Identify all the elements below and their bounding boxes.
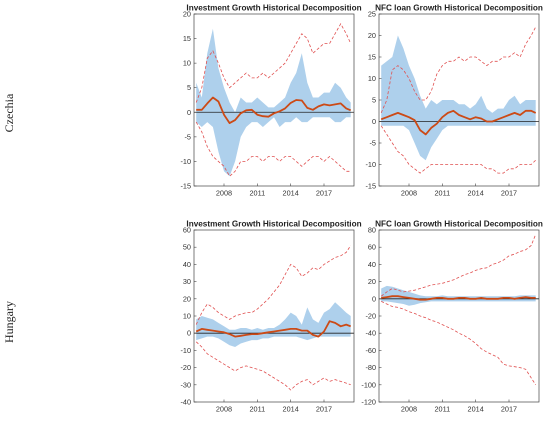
y-tick-label: 20 [183, 294, 191, 303]
y-tick-label: -40 [365, 329, 376, 338]
x-tick-label: 2014 [283, 405, 299, 414]
y-tick-label: 25 [368, 10, 376, 19]
y-tick-label: -30 [180, 380, 191, 389]
y-tick-label: 10 [183, 312, 191, 321]
plot-frame [193, 13, 355, 187]
y-tick-label: 0 [372, 294, 376, 303]
y-tick-label: 15 [183, 34, 191, 43]
y-tick-label: -40 [180, 398, 191, 407]
y-tick-label: -100 [361, 380, 376, 389]
lower-bound-line [195, 341, 351, 391]
y-tick-label: -60 [365, 346, 376, 355]
y-tick-label: 20 [183, 10, 191, 19]
x-tick-label: 2017 [501, 405, 517, 414]
chart-title: NFC loan Growth Historical Decomposition [375, 4, 543, 13]
y-tick-label: 60 [183, 226, 191, 235]
y-tick-label: 80 [368, 226, 376, 235]
y-tick-label: -5 [185, 132, 192, 141]
x-tick-label: 2008 [401, 405, 417, 414]
x-tick-label: 2011 [249, 405, 265, 414]
x-tick-label: 2017 [316, 189, 332, 198]
x-tick-label: 2011 [249, 189, 265, 198]
y-tick-label: 60 [368, 243, 376, 252]
row-label-czechia: Czechia [2, 93, 16, 132]
median-line [195, 320, 352, 338]
y-tick-label: -20 [365, 312, 376, 321]
y-tick-label: 0 [187, 108, 191, 117]
y-tick-label: 0 [187, 329, 191, 338]
chart-title: Investment Growth Historical Decompositi… [186, 220, 361, 229]
y-tick-label: 10 [183, 59, 191, 68]
chart-panel-2: -15 -10 -5 0 5 10 15 20 25 2008 2011 2014 2017 NFC lo… [365, 4, 542, 198]
row-label-hungary: Hungary [2, 301, 16, 343]
y-tick-label: -15 [180, 182, 191, 191]
contribution-band-area [196, 28, 351, 177]
y-tick-label: -80 [365, 363, 376, 372]
x-tick-label: 2017 [501, 189, 517, 198]
median-line [196, 96, 352, 124]
lower-bound-line [380, 125, 536, 174]
median-line [380, 109, 537, 136]
chart-title: Investment Growth Historical Decompositi… [186, 4, 361, 13]
x-tick-label: 2008 [401, 189, 417, 198]
y-tick-label: 50 [183, 243, 191, 252]
x-tick-label: 2008 [216, 405, 232, 414]
y-tick-label: 0 [372, 117, 376, 126]
x-tick-label: 2008 [216, 189, 232, 198]
y-tick-label: 5 [187, 83, 191, 92]
y-tick-label: -5 [370, 139, 377, 148]
y-tick-label: 30 [183, 277, 191, 286]
y-tick-label: 10 [368, 74, 376, 83]
x-tick-label: 2014 [468, 405, 484, 414]
y-tick-label: 20 [368, 277, 376, 286]
x-tick-label: 2014 [283, 189, 299, 198]
x-tick-label: 2017 [316, 405, 332, 414]
y-tick-label: 20 [368, 31, 376, 40]
upper-bound-line [195, 245, 352, 325]
y-tick-label: 15 [368, 53, 376, 62]
upper-bound-line [380, 26, 537, 114]
chart-title: NFC loan Growth Historical Decomposition [375, 220, 543, 229]
lower-bound-line [195, 121, 351, 177]
y-tick-label: -15 [365, 182, 376, 191]
upper-bound-line [380, 234, 537, 297]
median-line [381, 295, 536, 301]
contribution-band-area [381, 285, 536, 306]
chart-panel-3: -40 -30 -20 -10 0 10 20 30 40 50 60 2008 2011 2014 201… [180, 220, 361, 414]
x-tick-label: 2011 [434, 405, 450, 414]
x-tick-label: 2011 [434, 189, 450, 198]
y-tick-label: -10 [365, 160, 376, 169]
y-tick-label: 40 [368, 260, 376, 269]
y-tick-label: -20 [180, 363, 191, 372]
y-tick-label: -10 [180, 346, 191, 355]
upper-bound-line [195, 22, 352, 103]
lower-bound-line [381, 301, 537, 386]
y-tick-label: 5 [372, 96, 376, 105]
x-tick-label: 2014 [468, 189, 484, 198]
chart-panel-1: -15 -10 -5 0 5 10 15 20 2008 2011 2014 2017 Investme… [180, 4, 361, 198]
plot-frame [378, 229, 540, 403]
y-tick-label: -10 [180, 157, 191, 166]
y-tick-label: -120 [361, 398, 376, 407]
chart-panel-4: -120 -100 -80 -60 -40 -20 0 20 40 60 80 2008 2011 201… [361, 220, 543, 414]
y-tick-label: 40 [183, 260, 191, 269]
